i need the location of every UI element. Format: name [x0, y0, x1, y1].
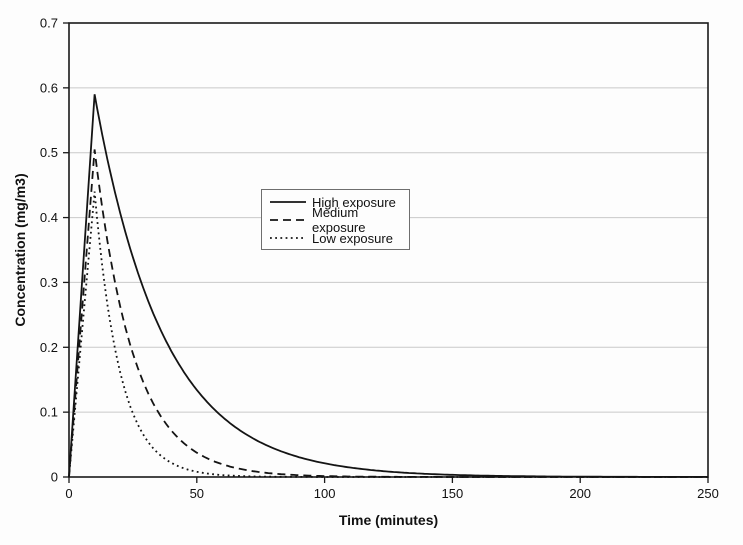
series-line-low-exposure	[68, 191, 708, 478]
y-tick-label: 0.7	[40, 16, 58, 31]
legend-item-low-exposure: Low exposure	[269, 229, 409, 247]
x-tick-label: 100	[314, 486, 336, 501]
y-axis-title-text: Concentration (mg/m3)	[12, 173, 28, 327]
x-tick-label: 50	[190, 486, 204, 501]
y-tick-label: 0.6	[40, 80, 58, 95]
legend-label: High exposure	[312, 194, 396, 210]
x-tick-label: 200	[569, 486, 591, 501]
series-line-high-exposure	[68, 94, 708, 478]
x-tick-label: 250	[697, 486, 719, 501]
legend-label: Low exposure	[312, 230, 393, 246]
legend-line-dashed-icon	[270, 219, 306, 221]
plot-border	[68, 22, 709, 478]
y-tick-label: 0	[51, 470, 58, 485]
legend-line-solid-icon	[270, 201, 306, 203]
legend-line-dotted-icon	[270, 237, 306, 239]
x-tick-label: 0	[65, 486, 72, 501]
x-tick-label: 150	[442, 486, 464, 501]
y-tick-label: 0.1	[40, 405, 58, 420]
y-tick-label: 0.5	[40, 145, 58, 160]
x-axis-title: Time (minutes)	[338, 512, 439, 528]
y-tick-label: 0.3	[40, 275, 58, 290]
y-tick-label: 0.4	[40, 210, 58, 225]
legend-item-medium-exposure: Medium exposure	[269, 205, 409, 235]
y-tick-label: 0.2	[40, 340, 58, 355]
legend: High exposure Medium exposure Low exposu…	[261, 189, 410, 250]
legend-item-high-exposure: High exposure	[269, 193, 409, 211]
legend-label: Medium exposure	[312, 205, 366, 235]
